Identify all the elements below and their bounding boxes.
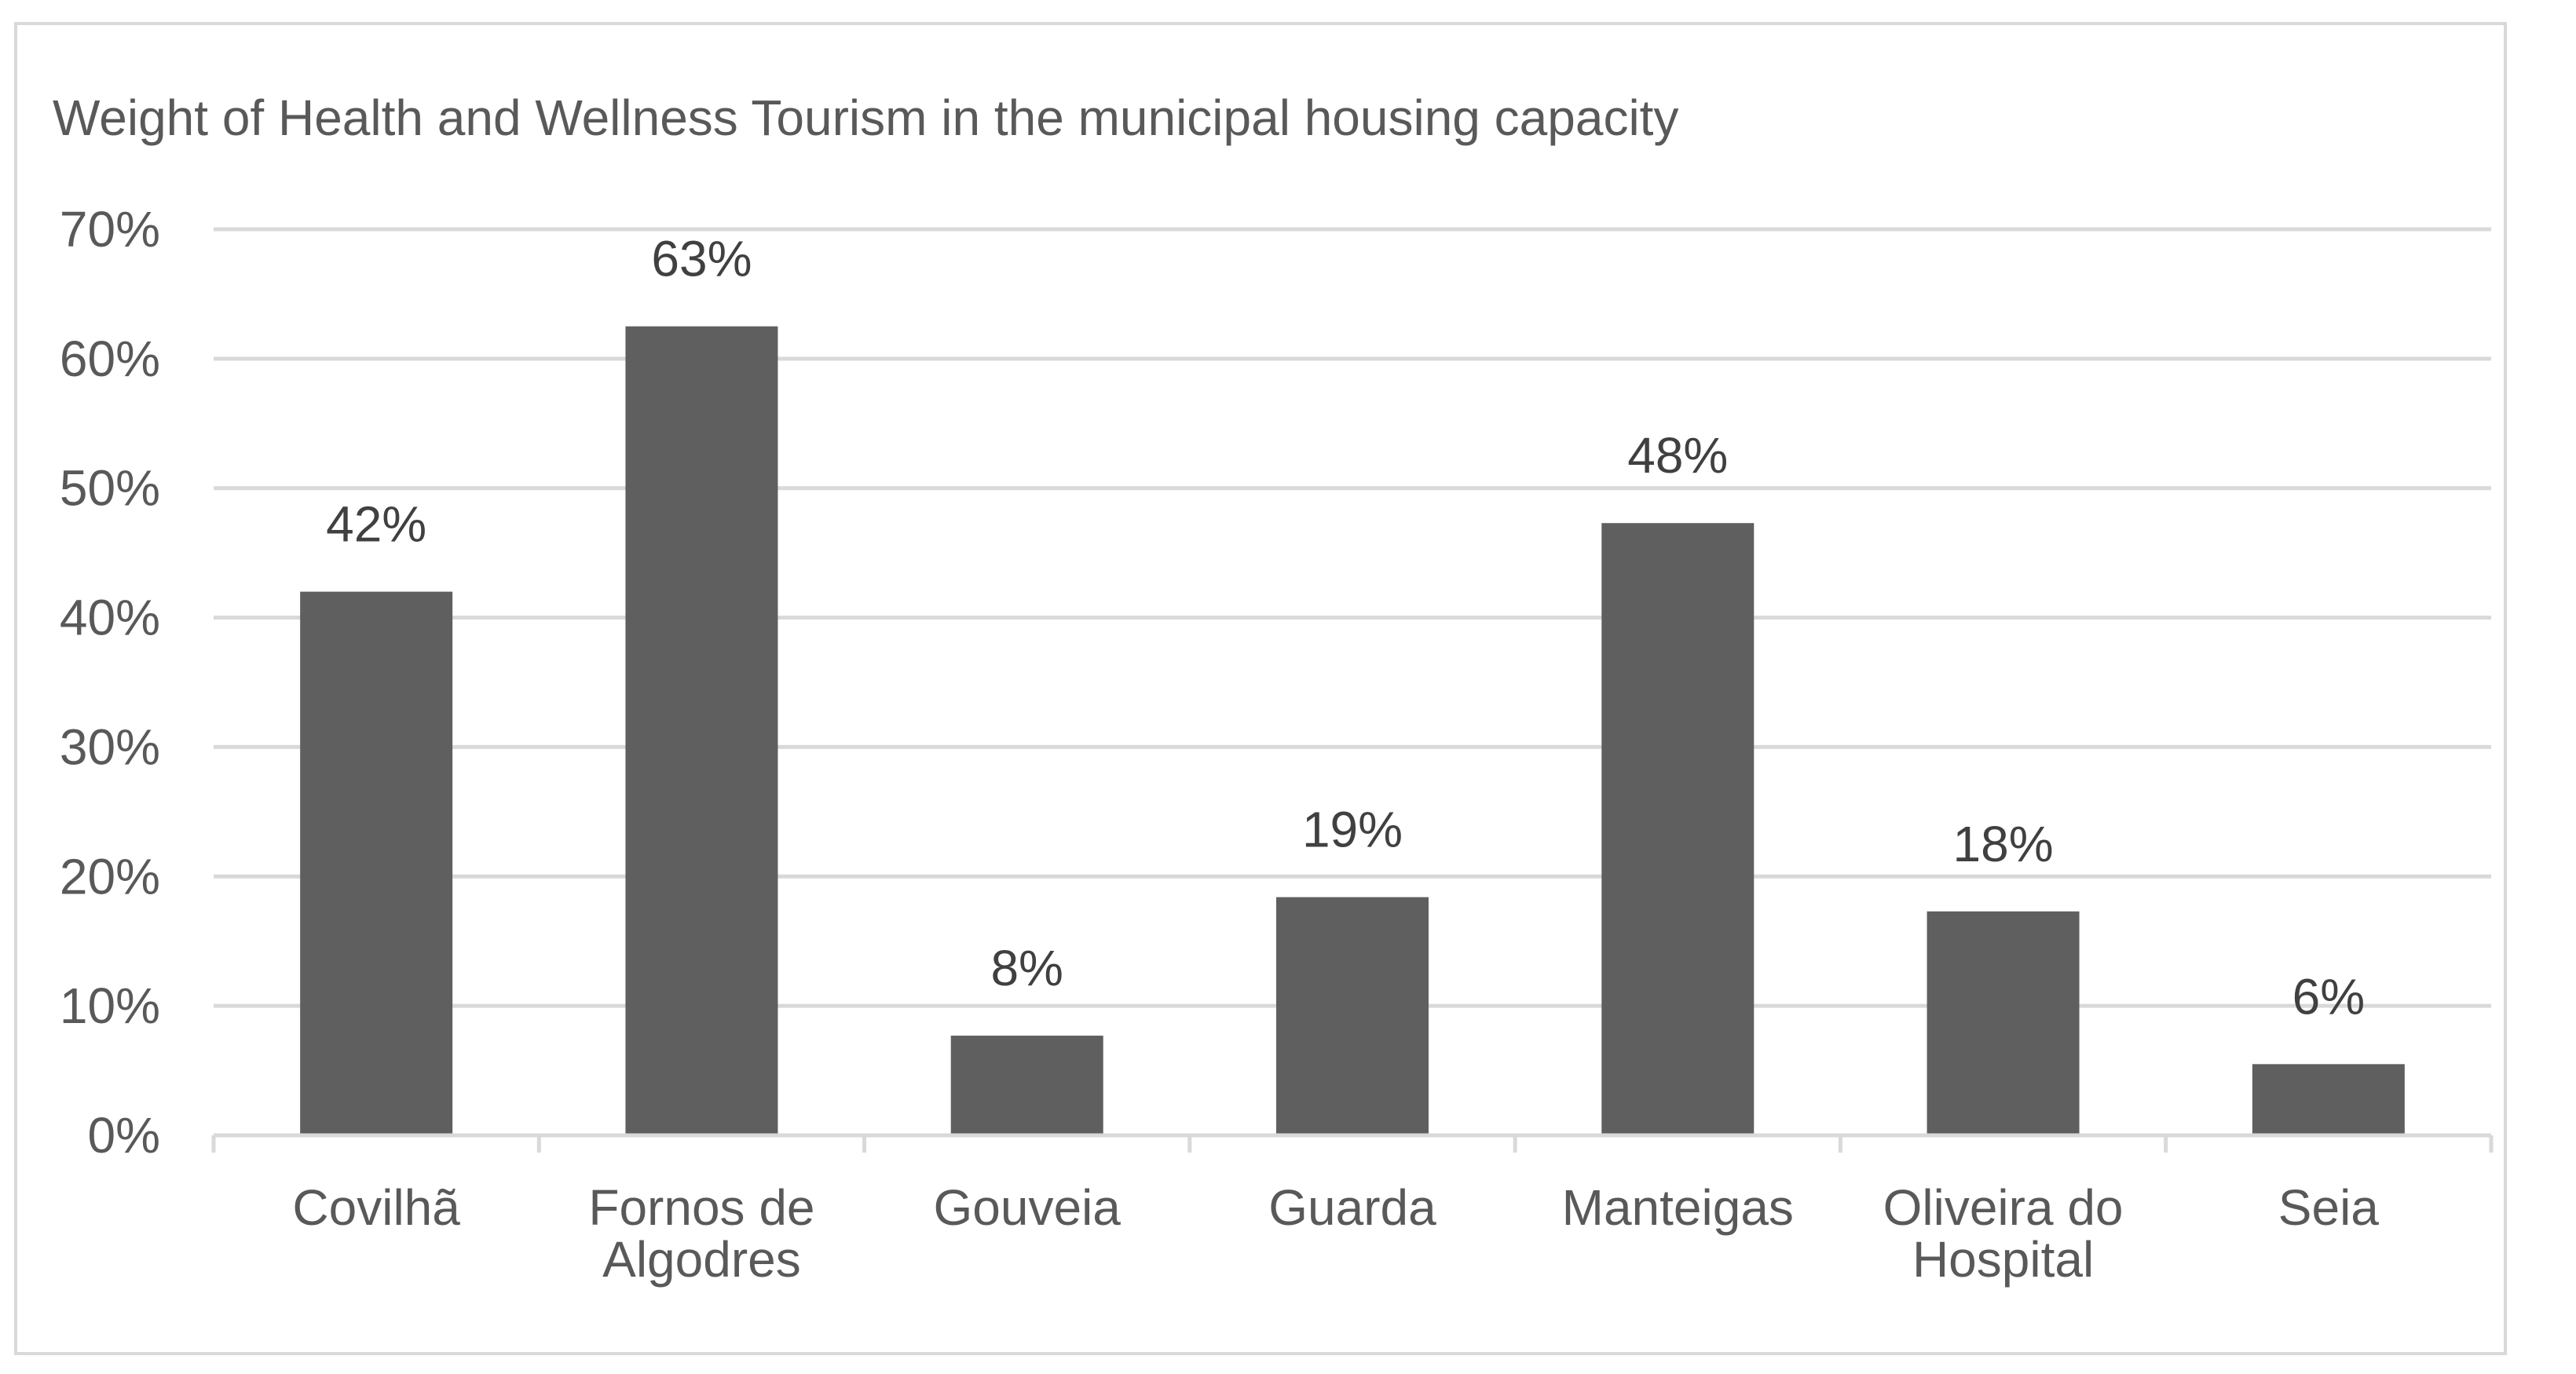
y-tick-label: 40%	[60, 590, 160, 646]
data-labels: 42% 63% 8% 19% 48% 18% 6%	[326, 231, 2365, 1025]
bars	[300, 326, 2405, 1136]
data-label: 63%	[651, 231, 752, 287]
y-tick-label: 10%	[60, 978, 160, 1034]
y-axis-ticks: 0% 10% 20% 30% 40% 50% 60% 70%	[60, 201, 160, 1164]
gridlines	[214, 227, 2491, 1008]
x-tick-label: Algodres	[602, 1231, 801, 1288]
x-tick-label: Covilhã	[292, 1179, 460, 1236]
data-label: 18%	[1953, 816, 2054, 872]
bar	[300, 591, 453, 1135]
x-tick-label: Gouveia	[934, 1179, 1122, 1236]
data-label: 6%	[2292, 968, 2366, 1025]
y-tick-label: 60%	[60, 331, 160, 387]
data-label: 48%	[1627, 427, 1728, 484]
y-tick-label: 50%	[60, 460, 160, 517]
bar	[1601, 523, 1755, 1135]
bar	[950, 1036, 1103, 1135]
bar	[1927, 911, 2080, 1135]
data-label: 19%	[1302, 802, 1403, 858]
data-label: 8%	[990, 940, 1063, 996]
x-tick-label: Manteigas	[1562, 1179, 1794, 1236]
x-tick-label: Seia	[2278, 1179, 2380, 1236]
x-tick-label: Fornos de	[588, 1179, 814, 1236]
x-tick-label: Guarda	[1268, 1179, 1436, 1236]
x-axis	[211, 1133, 2494, 1153]
x-tick-label: Oliveira do	[1883, 1179, 2124, 1236]
bar	[1276, 897, 1429, 1135]
data-label: 42%	[326, 496, 426, 553]
bar	[2252, 1064, 2405, 1135]
y-tick-label: 0%	[88, 1107, 161, 1164]
y-tick-label: 70%	[60, 201, 160, 258]
bar	[625, 326, 778, 1136]
y-tick-label: 20%	[60, 848, 160, 904]
x-tick-label: Hospital	[1912, 1231, 2094, 1288]
y-tick-label: 30%	[60, 718, 160, 775]
chart-title: Weight of Health and Wellness Tourism in…	[53, 90, 1678, 146]
